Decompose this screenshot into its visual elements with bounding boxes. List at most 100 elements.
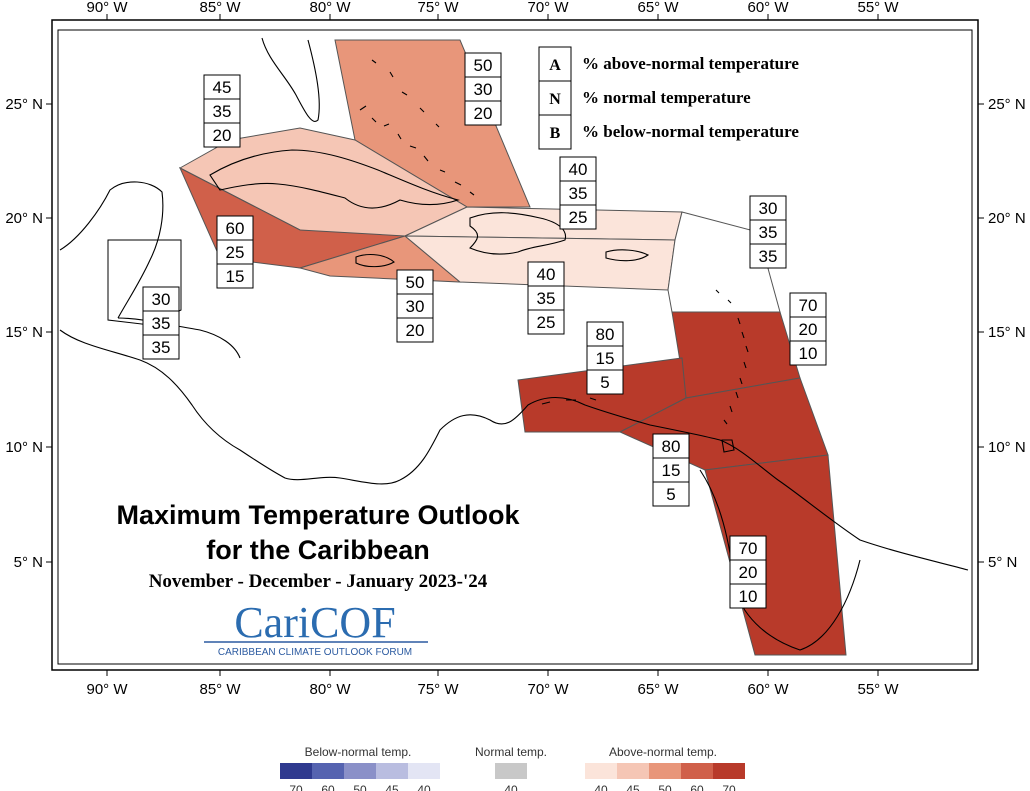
prob-cell xyxy=(586,369,624,395)
prob-below: 20 xyxy=(213,126,232,145)
colorbar-swatch xyxy=(649,763,681,779)
lat-tick-label-right: 15° N xyxy=(988,324,1026,341)
latitude-ticks-right: 25° N 20° N 15° N 10° N 5° N xyxy=(978,96,1026,571)
prob-cell xyxy=(559,156,597,182)
caricof-logo-wordmark: CariCOF xyxy=(234,598,395,647)
key-text-above: % above-normal temperature xyxy=(582,54,799,73)
prob-box-hispaniola-north: 40 35 25 xyxy=(559,156,597,230)
lon-tick-label-top: 90° W xyxy=(86,0,128,16)
prob-below: 15 xyxy=(226,267,245,286)
lon-tick-label-bottom: 85° W xyxy=(199,681,241,698)
prob-normal: 20 xyxy=(799,320,818,339)
prob-normal: 20 xyxy=(739,563,758,582)
coastline-jamaica xyxy=(355,253,395,268)
prob-cell xyxy=(789,292,827,318)
colorbar-tick: 40 xyxy=(594,783,608,791)
coastline-north-honduras xyxy=(117,317,241,359)
coastline-central-america xyxy=(59,329,401,485)
caricof-logo: CariCOF CARIBBEAN CLIMATE OUTLOOK FORUM xyxy=(204,598,428,658)
abn-key: A N B % above-normal temperature % norma… xyxy=(538,46,799,150)
prob-normal: 25 xyxy=(226,243,245,262)
lon-tick-label-bottom: 70° W xyxy=(527,681,569,698)
prob-box-guyana: 70 20 10 xyxy=(729,535,767,609)
prob-cell xyxy=(652,433,690,459)
lat-tick-label-right: 20° N xyxy=(988,210,1026,227)
colorbar-normal-title: Normal temp. xyxy=(475,745,547,759)
prob-cell xyxy=(652,481,690,507)
coastline-colombia-venezuela xyxy=(399,396,969,571)
lon-tick-label-top: 80° W xyxy=(309,0,351,16)
lon-tick-label-bottom: 90° W xyxy=(86,681,128,698)
island-trinidad xyxy=(721,439,735,453)
prob-below: 5 xyxy=(600,373,609,392)
key-text-below: % below-normal temperature xyxy=(582,122,799,141)
colorbar-below-title: Below-normal temp. xyxy=(305,745,412,759)
colorbar-tick: 45 xyxy=(385,783,399,791)
lon-tick-label-bottom: 60° W xyxy=(747,681,789,698)
colorbar-tick: 70 xyxy=(289,783,303,791)
prob-cell xyxy=(586,321,624,347)
prob-normal: 30 xyxy=(406,297,425,316)
prob-below: 10 xyxy=(739,587,758,606)
title-line3: November - December - January 2023-'24 xyxy=(149,571,488,592)
prob-above: 70 xyxy=(799,296,818,315)
lon-tick-label-top: 70° W xyxy=(527,0,569,16)
lon-tick-label-bottom: 75° W xyxy=(417,681,459,698)
colorbar-tick: 50 xyxy=(658,783,672,791)
longitude-ticks-top: 90° W 85° W 80° W 75° W 70° W 65° W 60° W 55° W xyxy=(86,0,899,20)
key-letter-box-n xyxy=(538,80,572,116)
lat-tick-label-left: 20° N xyxy=(5,210,43,227)
prob-normal: 30 xyxy=(474,80,493,99)
title-block: Maximum Temperature Outlook for the Cari… xyxy=(116,500,520,592)
lon-tick-label-bottom: 65° W xyxy=(637,681,679,698)
prob-box-northern-leewards: 30 35 35 xyxy=(749,195,787,269)
colorbar-swatch xyxy=(344,763,376,779)
prob-below: 35 xyxy=(152,338,171,357)
key-letter-a: A xyxy=(549,57,561,74)
prob-cell xyxy=(142,286,180,312)
key-text-normal: % normal temperature xyxy=(582,88,751,107)
lon-tick-label-bottom: 55° W xyxy=(857,681,899,698)
colorbar-swatch xyxy=(681,763,713,779)
prob-above: 50 xyxy=(474,56,493,75)
prob-cell xyxy=(216,263,254,289)
prob-below: 25 xyxy=(537,313,556,332)
coastline-florida xyxy=(261,37,320,122)
prob-box-belize: 30 35 35 xyxy=(142,286,180,360)
colorbar-swatch xyxy=(713,763,745,779)
lon-tick-label-bottom: 80° W xyxy=(309,681,351,698)
colorbar-above-title: Above-normal temp. xyxy=(609,745,717,759)
lat-tick-label-left: 15° N xyxy=(5,324,43,341)
coastline-cuba xyxy=(209,149,460,209)
prob-above: 30 xyxy=(759,199,778,218)
lat-tick-label-left: 10° N xyxy=(5,439,43,456)
prob-cell xyxy=(527,261,565,287)
coastline-puerto-rico xyxy=(605,249,650,262)
lon-tick-label-top: 55° W xyxy=(857,0,899,16)
prob-box-trinidad: 80 15 5 xyxy=(652,433,690,507)
lat-tick-label-right: 10° N xyxy=(988,439,1026,456)
prob-normal: 35 xyxy=(152,314,171,333)
colorbar-swatch xyxy=(495,763,527,779)
prob-normal: 35 xyxy=(537,289,556,308)
map-inner-frame xyxy=(57,29,973,665)
colorbar-tick: 60 xyxy=(321,783,335,791)
colorbar-tick: 45 xyxy=(626,783,640,791)
colorbar-swatch xyxy=(376,763,408,779)
title-line2: for the Caribbean xyxy=(206,535,430,565)
lat-tick-label-left: 5° N xyxy=(14,554,43,571)
islands-abc xyxy=(541,397,597,405)
prob-below: 35 xyxy=(759,247,778,266)
prob-cell xyxy=(729,583,767,609)
key-letter-box-b xyxy=(538,114,572,150)
prob-above: 80 xyxy=(662,437,681,456)
longitude-ticks-bottom: 90° W 85° W 80° W 75° W 70° W 65° W 60° W 55° W xyxy=(86,670,899,698)
key-letter-n: N xyxy=(549,91,561,108)
colorbar-tick: 40 xyxy=(417,783,431,791)
prob-cell xyxy=(527,285,565,311)
colorbar-swatch xyxy=(585,763,617,779)
colorbar-swatch xyxy=(280,763,312,779)
prob-above: 70 xyxy=(739,539,758,558)
prob-above: 30 xyxy=(152,290,171,309)
